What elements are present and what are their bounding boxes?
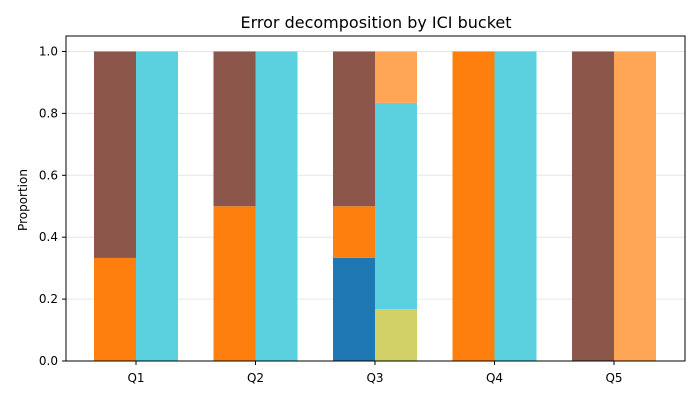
bar-segment-q2-right-0 [255,51,298,361]
y-tick-label: 0.8 [39,106,58,120]
bar-segment-q3-right-1 [375,102,417,310]
bar-segment-q5-left-0 [572,51,614,361]
bar-segment-q3-left-1 [333,206,375,258]
bar-segment-q3-left-0 [333,257,375,361]
x-tick-label: Q4 [486,371,503,385]
bar-segment-q2-left-1 [213,51,256,207]
bar-segment-q3-right-0 [375,309,417,361]
y-tick-label: 0.4 [39,230,58,244]
x-axis-ticks: Q1 Q2 Q3 Q4 Q5 [127,361,623,385]
bar-segment-q2-left-0 [213,206,256,361]
chart-title: Error decomposition by ICI bucket [240,13,511,32]
x-tick-label: Q2 [247,371,264,385]
y-tick-label: 0.2 [39,292,58,306]
x-tick-label: Q3 [366,371,383,385]
y-tick-label: 1.0 [39,44,58,58]
bar-segment-q5-right-0 [614,51,656,361]
bar-segment-q1-left-0 [94,257,136,361]
bar-segment-q3-left-2 [333,51,375,207]
bar-segment-q4-left-0 [452,51,495,361]
bars [94,51,656,361]
y-tick-label: 0.6 [39,168,58,182]
x-tick-label: Q1 [127,371,144,385]
y-axis-label: Proportion [16,169,30,231]
y-axis-ticks: 0.0 0.2 0.4 0.6 0.8 1.0 [39,44,66,368]
x-tick-label: Q5 [605,371,622,385]
bar-segment-q4-right-0 [494,51,537,361]
bar-segment-q3-right-2 [375,51,417,103]
bar-segment-q1-right-0 [136,51,178,361]
y-tick-label: 0.0 [39,354,58,368]
bar-segment-q1-left-1 [94,51,136,258]
